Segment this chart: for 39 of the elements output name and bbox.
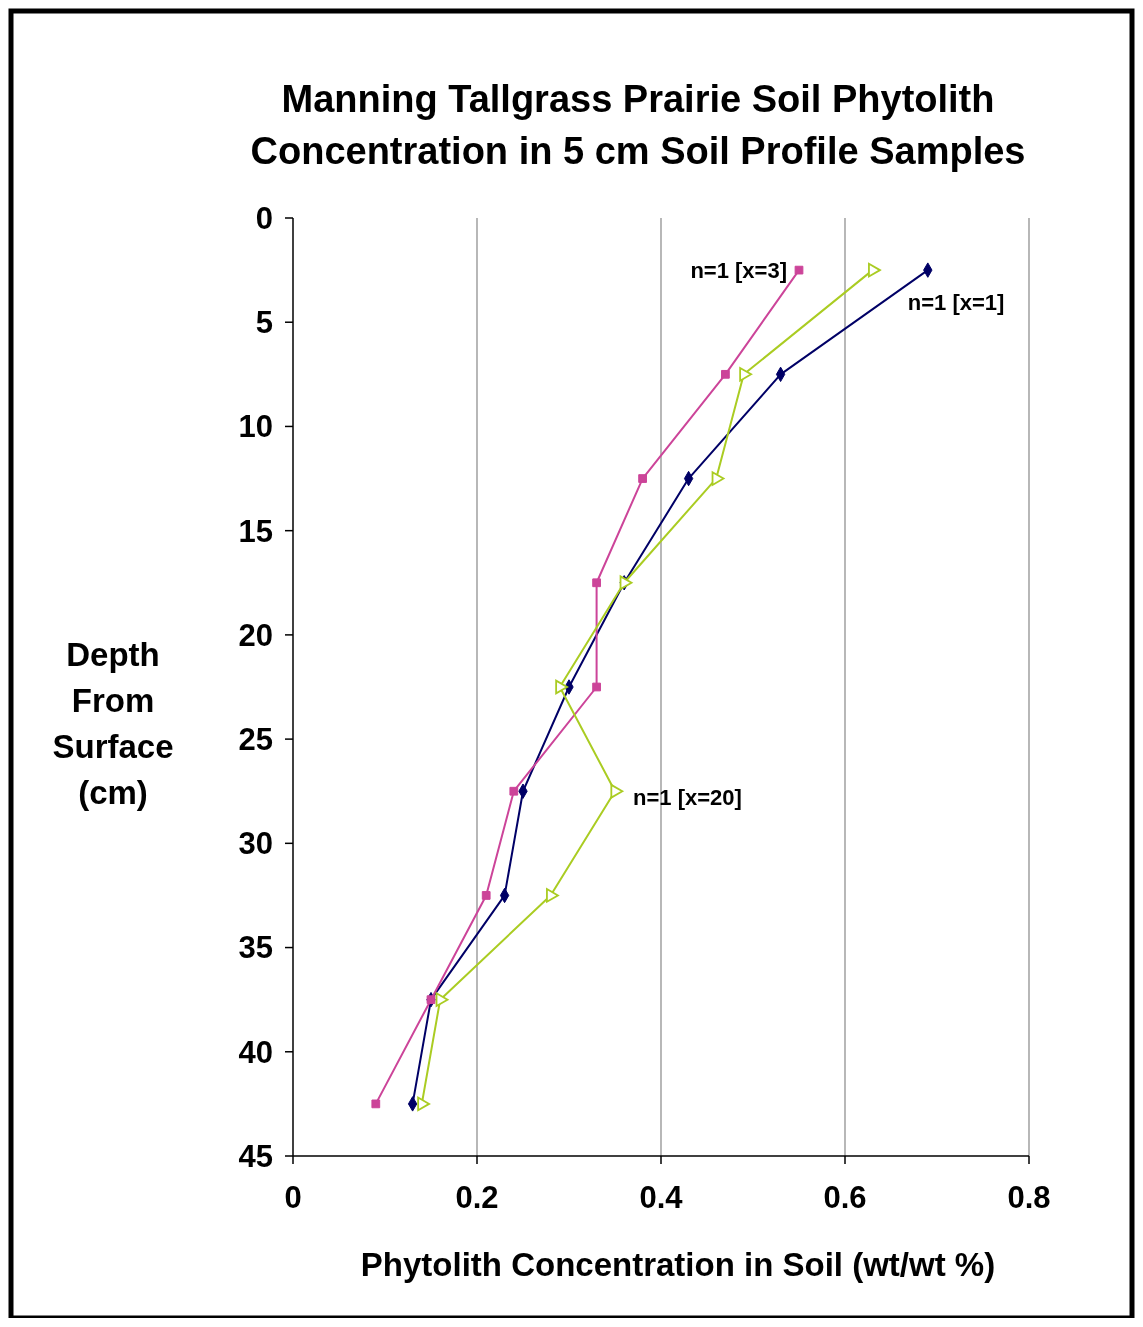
annotation: n=1 [x=20] (633, 784, 742, 810)
annotation: n=1 [x=3] (690, 257, 787, 283)
point (592, 578, 601, 588)
point (739, 367, 753, 382)
point (794, 265, 804, 275)
point (426, 995, 436, 1005)
point (868, 262, 881, 278)
x-tick-label: 0.6 (823, 1180, 867, 1215)
point (481, 891, 491, 900)
y-tick-label: 20 (238, 617, 273, 653)
point (619, 575, 633, 591)
x-tick-label: 0.4 (639, 1180, 684, 1215)
point (546, 888, 559, 903)
y-tick-label: 15 (238, 513, 273, 549)
y-tick-label: 5 (255, 305, 273, 341)
point (610, 783, 624, 799)
point (371, 1099, 381, 1109)
x-axis-title: Phytolith Concentration in Soil (wt/wt %) (360, 1246, 996, 1283)
x-tick-label: 0 (284, 1180, 302, 1215)
point (711, 471, 725, 486)
y-tick-label: 25 (238, 721, 273, 757)
point (555, 679, 569, 695)
y-tick-label: 0 (255, 200, 273, 236)
y-tick-label: 45 (238, 1138, 273, 1174)
chart-title: Manning Tallgrass Prairie Soil Phytolith Concentration in 5 cm Soil Profile Samples (250, 78, 1026, 172)
y-tick-label: 35 (238, 930, 273, 966)
point (509, 786, 519, 796)
y-tick-label: 30 (238, 826, 273, 862)
x-tick-label: 0.2 (455, 1180, 499, 1215)
point (417, 1096, 431, 1112)
y-tick-label: 40 (238, 1034, 273, 1070)
annotation: n=1 [x=1] (907, 289, 1005, 315)
y-tick-label: 10 (238, 409, 273, 445)
point (721, 369, 730, 379)
point (638, 474, 647, 483)
y-axis-title: Depth From Surface (cm) (52, 636, 174, 811)
point (592, 682, 601, 692)
point (435, 992, 449, 1007)
x-tick-label: 0.8 (1007, 1180, 1051, 1215)
